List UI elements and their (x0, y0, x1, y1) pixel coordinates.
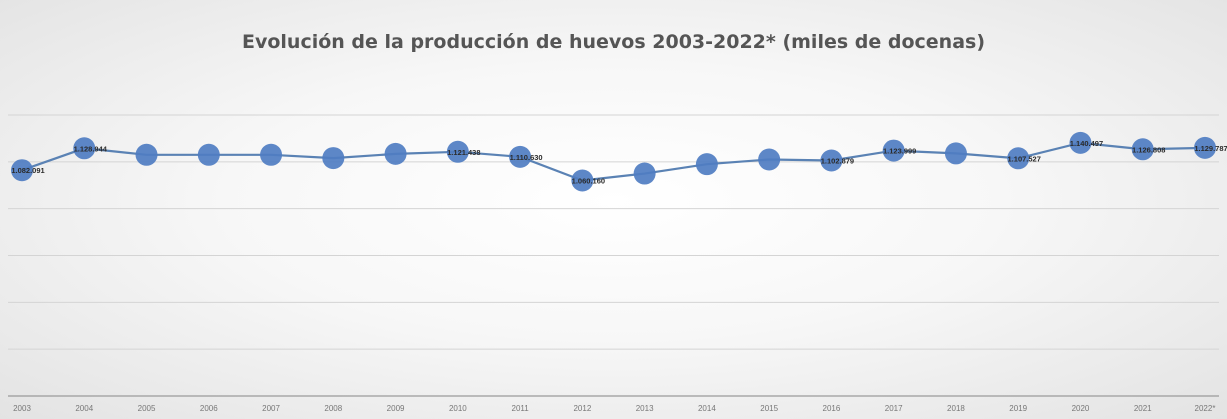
data-point (758, 148, 781, 171)
x-tick-label: 2014 (698, 404, 716, 413)
x-tick-label: 2004 (75, 404, 93, 413)
chart-title: Evolución de la producción de huevos 200… (241, 31, 986, 53)
x-tick-label: 2020 (1072, 404, 1090, 413)
data-point (509, 145, 532, 168)
data-point (1069, 131, 1092, 154)
data-point (1194, 136, 1216, 159)
x-tick-label: 2022* (1195, 404, 1216, 413)
x-tick-label: 2021 (1134, 404, 1152, 413)
data-point (446, 140, 469, 163)
x-tick-label: 2006 (200, 404, 218, 413)
data-point (11, 159, 33, 182)
data-point (1007, 147, 1030, 170)
x-tick-label: 2009 (387, 404, 405, 413)
data-point (571, 169, 594, 192)
data-point (1131, 138, 1154, 161)
x-tick-label: 2007 (262, 404, 280, 413)
x-tick-label: 2008 (324, 404, 342, 413)
x-tick-label: 2016 (823, 404, 841, 413)
data-point (197, 143, 220, 166)
data-point (260, 143, 283, 166)
data-point (695, 153, 718, 176)
data-label: 1.110.630 (510, 153, 543, 162)
x-tick-label: 2003 (13, 404, 31, 413)
x-tick-label: 2015 (760, 404, 778, 413)
data-point (135, 143, 158, 166)
data-point (882, 139, 905, 162)
x-tick-label: 2019 (1009, 404, 1027, 413)
x-tick-label: 2018 (947, 404, 965, 413)
data-point (944, 142, 967, 165)
data-point (820, 149, 843, 172)
data-label: 1.128.944 (74, 144, 108, 153)
x-tick-label: 2013 (636, 404, 654, 413)
x-tick-label: 2012 (573, 404, 591, 413)
x-tick-label: 2005 (138, 404, 156, 413)
data-point (384, 142, 407, 165)
data-point (633, 162, 656, 185)
data-label: 1.140.497 (1070, 139, 1103, 148)
data-label: 1.121.438 (447, 148, 480, 157)
data-label: 1.082.091 (11, 166, 44, 175)
data-label: 1.102.879 (821, 156, 854, 165)
data-label: 1.129.787 (1194, 144, 1227, 153)
data-point (322, 147, 345, 170)
data-label: 1.060.160 (572, 176, 605, 185)
data-label: 1.107.527 (1008, 154, 1041, 163)
x-tick-label: 2011 (512, 404, 530, 413)
data-label: 1.126.808 (1132, 145, 1165, 154)
x-tick-label: 2017 (885, 404, 903, 413)
data-label: 1.123.999 (883, 147, 916, 156)
x-tick-label: 2010 (449, 404, 467, 413)
data-point (73, 137, 96, 160)
